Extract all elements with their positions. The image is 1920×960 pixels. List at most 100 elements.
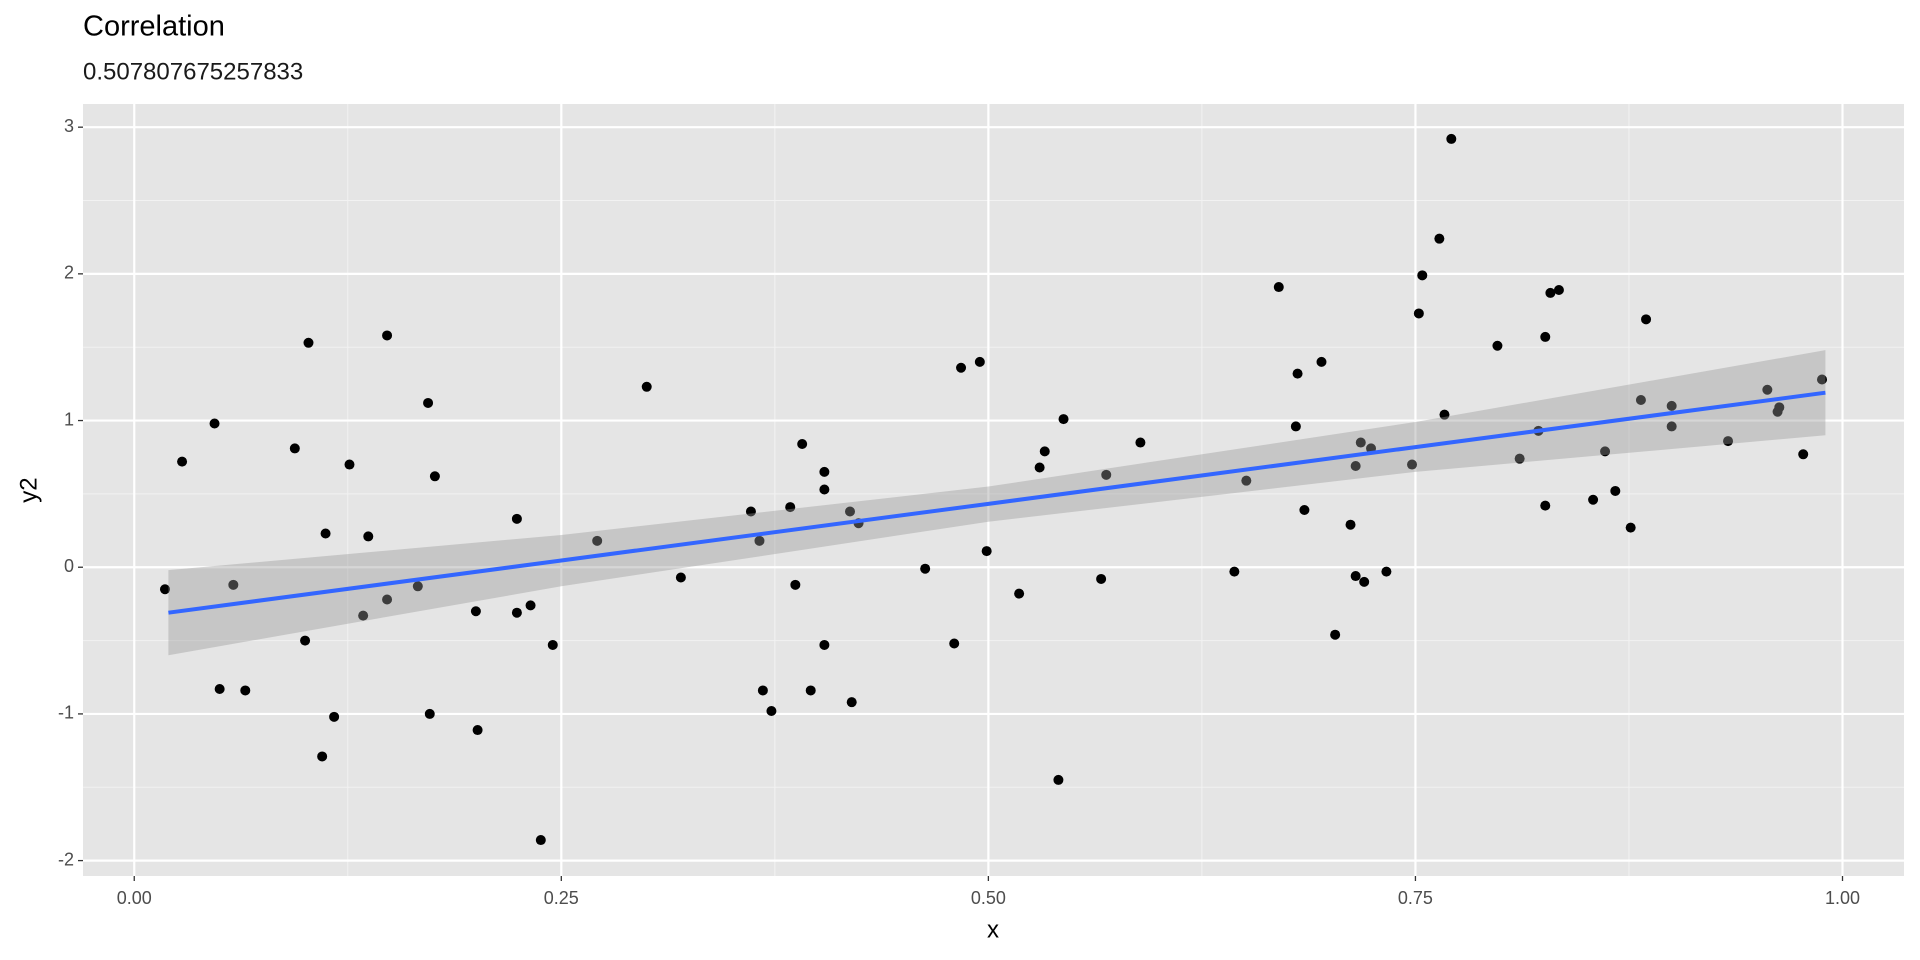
point xyxy=(1058,414,1069,425)
point xyxy=(1053,774,1064,785)
point xyxy=(1350,571,1361,582)
panel xyxy=(83,104,1904,876)
point xyxy=(547,639,558,650)
point xyxy=(1774,402,1785,413)
point xyxy=(675,572,686,583)
point xyxy=(1762,384,1773,395)
point xyxy=(358,610,369,621)
point xyxy=(214,683,225,694)
point xyxy=(981,546,992,557)
point xyxy=(423,397,434,408)
point xyxy=(177,456,188,467)
point xyxy=(1135,437,1146,448)
point xyxy=(382,594,393,605)
point xyxy=(535,835,546,846)
point xyxy=(785,502,796,513)
point xyxy=(745,506,756,517)
point xyxy=(511,607,522,618)
point xyxy=(1292,368,1303,379)
point xyxy=(1666,421,1677,432)
y-tick-label: 0 xyxy=(64,556,74,576)
point xyxy=(766,705,777,716)
point xyxy=(1540,500,1551,511)
point xyxy=(819,466,830,477)
chart-subtitle: 0.507807675257833 xyxy=(83,58,303,85)
point xyxy=(1600,446,1611,457)
point xyxy=(1666,400,1677,411)
point xyxy=(819,639,830,650)
point xyxy=(472,725,483,736)
point xyxy=(1723,436,1734,447)
x-tick-label: 1.00 xyxy=(1825,888,1860,908)
point xyxy=(1350,461,1361,472)
point xyxy=(1446,133,1457,144)
point xyxy=(1545,287,1556,298)
point xyxy=(228,579,239,590)
point xyxy=(1417,270,1428,281)
point xyxy=(209,418,220,429)
point xyxy=(470,606,481,617)
point xyxy=(1229,566,1240,577)
point xyxy=(1101,469,1112,480)
point xyxy=(1345,519,1356,530)
point xyxy=(429,471,440,482)
point xyxy=(819,484,830,495)
point xyxy=(1381,566,1392,577)
point xyxy=(1610,485,1621,496)
point xyxy=(289,443,300,454)
x-axis-title: x xyxy=(987,916,999,943)
point xyxy=(1553,284,1564,295)
point xyxy=(846,697,857,708)
point xyxy=(303,337,314,348)
fit-line xyxy=(168,390,1826,615)
point xyxy=(329,711,340,722)
y-axis-title: y2 xyxy=(15,477,42,502)
point xyxy=(424,708,435,719)
point xyxy=(1588,494,1599,505)
point xyxy=(1413,308,1424,319)
point xyxy=(797,439,808,450)
point xyxy=(1625,522,1636,533)
x-tick-label: 0.00 xyxy=(117,888,152,908)
point xyxy=(1299,505,1310,516)
point xyxy=(1492,340,1503,351)
point xyxy=(1355,437,1366,448)
point xyxy=(949,638,960,649)
y-tick-label: 3 xyxy=(64,116,74,136)
point xyxy=(1817,374,1828,385)
point xyxy=(300,635,311,646)
point xyxy=(1316,356,1327,367)
point xyxy=(974,356,985,367)
point xyxy=(1096,573,1107,584)
point xyxy=(1798,449,1809,460)
point xyxy=(1241,475,1252,486)
point xyxy=(1330,629,1341,640)
point xyxy=(754,535,765,546)
point xyxy=(240,685,251,696)
point xyxy=(592,535,603,546)
point xyxy=(641,381,652,392)
point xyxy=(159,584,170,595)
point xyxy=(382,330,393,341)
point xyxy=(1290,421,1301,432)
point xyxy=(956,362,967,373)
point xyxy=(511,513,522,524)
point xyxy=(1434,233,1445,244)
point xyxy=(1540,331,1551,342)
point xyxy=(1359,576,1370,587)
point xyxy=(1273,282,1284,293)
point xyxy=(805,685,816,696)
x-tick-label: 0.50 xyxy=(971,888,1006,908)
y-tick-label: -1 xyxy=(58,703,74,723)
point xyxy=(1014,588,1025,599)
point xyxy=(525,600,536,611)
point xyxy=(845,506,856,517)
chart-title: Correlation xyxy=(83,11,225,43)
point xyxy=(363,531,374,542)
point xyxy=(320,528,331,539)
y-tick-label: 1 xyxy=(64,409,74,429)
point xyxy=(1514,453,1525,464)
x-tick-label: 0.25 xyxy=(544,888,579,908)
